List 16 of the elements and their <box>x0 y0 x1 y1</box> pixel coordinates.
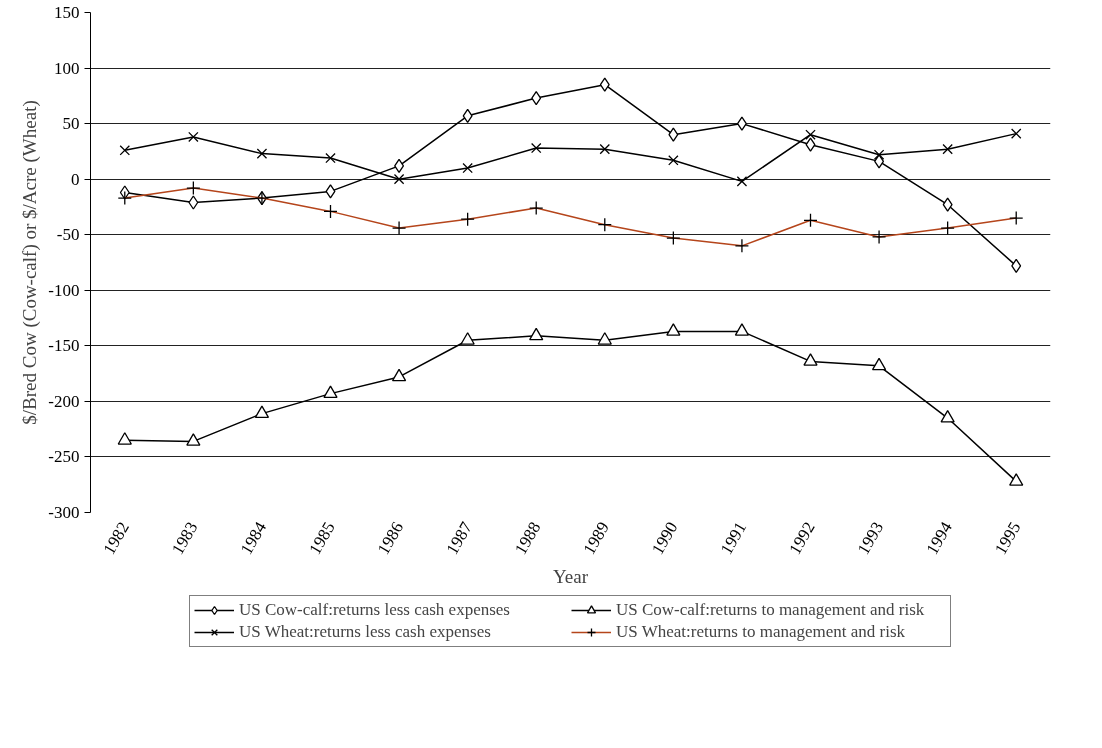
x-axis-title: Year <box>552 566 589 588</box>
y-tick-label: -300 <box>48 503 80 522</box>
y-tick-label: 150 <box>54 3 80 22</box>
legend-label: US Cow-calf:returns less cash expenses <box>239 600 511 620</box>
y-axis-title: $/Bred Cow (Cow-calf) or $/Acre (Wheat) <box>19 100 42 425</box>
legend-label: US Wheat:returns to management and risk <box>616 622 907 642</box>
legend-label: US Wheat:returns less cash expenses <box>239 622 492 642</box>
y-tick-label: -100 <box>48 280 80 300</box>
legend-label: US Cow-calf:returns to management and risk <box>616 600 926 620</box>
y-tick-label: 100 <box>54 58 80 78</box>
y-tick-label: -200 <box>48 391 80 411</box>
y-tick-label: -150 <box>48 336 80 356</box>
y-tick-label: 50 <box>62 114 80 134</box>
y-tick-label: 0 <box>71 169 80 189</box>
y-tick-label: -50 <box>56 225 80 245</box>
y-tick-label: -250 <box>48 447 80 467</box>
